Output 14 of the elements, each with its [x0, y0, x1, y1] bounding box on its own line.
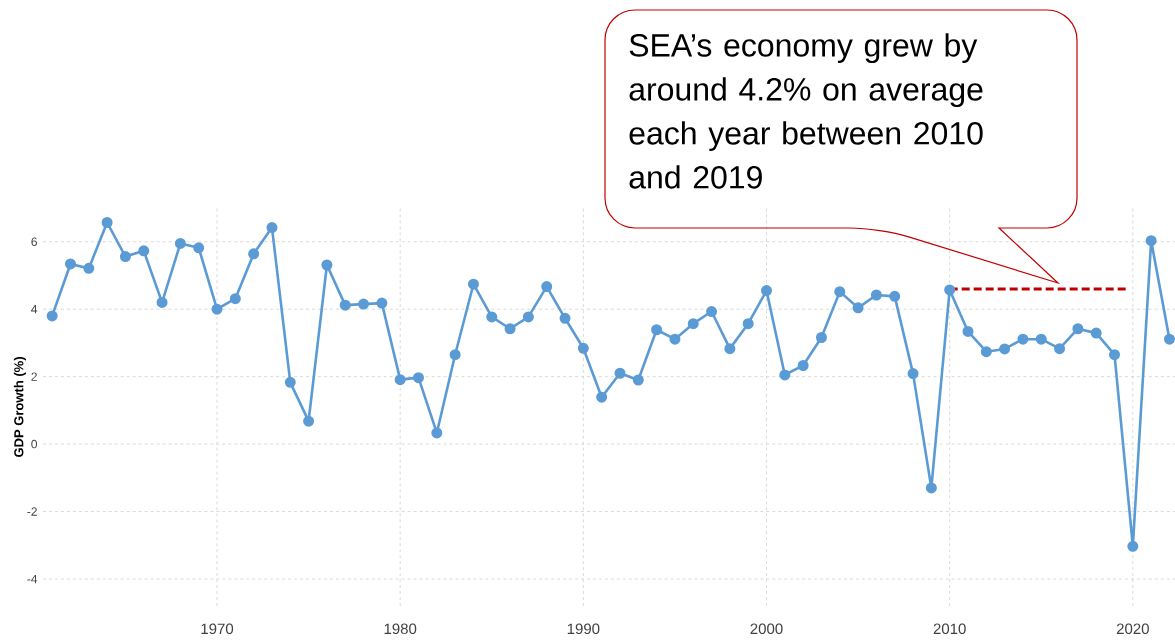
- x-tick-label: 2000: [750, 623, 783, 635]
- text: SEA’s economy grew by around 4.2% on average each year between 2010 and 2019: [629, 33, 983, 189]
- x-tick-label: 2010: [933, 623, 966, 635]
- y-tick-label: 6: [31, 237, 37, 246]
- y-tick-label: -4: [27, 574, 38, 584]
- y-tick-label: 0: [31, 439, 38, 449]
- y-tick-label: 4: [31, 305, 38, 314]
- y-tick-label: -2: [27, 507, 37, 516]
- x-tick-label: 1970: [201, 623, 234, 635]
- x-tick-label: 1980: [384, 623, 417, 635]
- y-axis-title: GDP Growth (%): [13, 357, 26, 458]
- y-tick-label: 2: [31, 372, 37, 381]
- x-tick-label: 1990: [567, 623, 600, 635]
- x-tick-label: 2020: [1116, 623, 1149, 635]
